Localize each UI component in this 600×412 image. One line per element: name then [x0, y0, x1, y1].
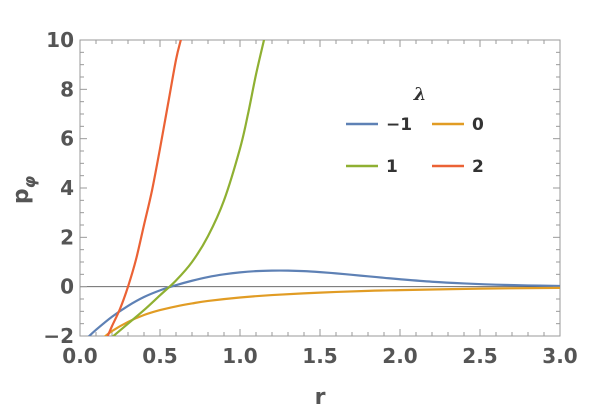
- y-tick-label: 2: [60, 225, 74, 249]
- legend-label: 2: [472, 157, 484, 177]
- axis-ticks: [79, 39, 561, 337]
- y-tick-label: 4: [60, 176, 74, 200]
- series-line-3: [106, 40, 182, 336]
- y-axis-label-subscript: φ: [20, 175, 39, 188]
- legend-title: λ: [413, 84, 427, 105]
- x-tick-label: 2.5: [462, 344, 497, 368]
- y-axis-label-base: p: [9, 188, 34, 204]
- series-lines: [87, 40, 560, 336]
- legend-label: 1: [386, 157, 398, 177]
- x-tick-label: 0.5: [142, 344, 177, 368]
- y-tick-label: −2: [43, 324, 74, 348]
- x-axis-label: r: [315, 385, 326, 410]
- legend: λ −1 0 1 2: [346, 84, 484, 177]
- series-line-2: [111, 40, 266, 336]
- y-axis-label: pφ: [9, 175, 39, 204]
- series-line-1: [103, 286, 560, 336]
- x-tick-label: 1.0: [222, 344, 257, 368]
- legend-label: −1: [386, 115, 412, 135]
- x-tick-label: 3.0: [542, 344, 577, 368]
- svg-text:pφ: pφ: [9, 175, 39, 204]
- y-tick-label: 0: [60, 275, 74, 299]
- y-tick-label: 6: [60, 127, 74, 151]
- legend-label: 0: [472, 115, 484, 135]
- x-tick-label: 0.0: [62, 344, 97, 368]
- series-line-0: [87, 269, 560, 336]
- y-tick-label: 8: [60, 77, 74, 101]
- y-tick-label: 10: [46, 28, 74, 52]
- x-tick-label: 2.0: [382, 344, 417, 368]
- x-tick-label: 1.5: [302, 344, 337, 368]
